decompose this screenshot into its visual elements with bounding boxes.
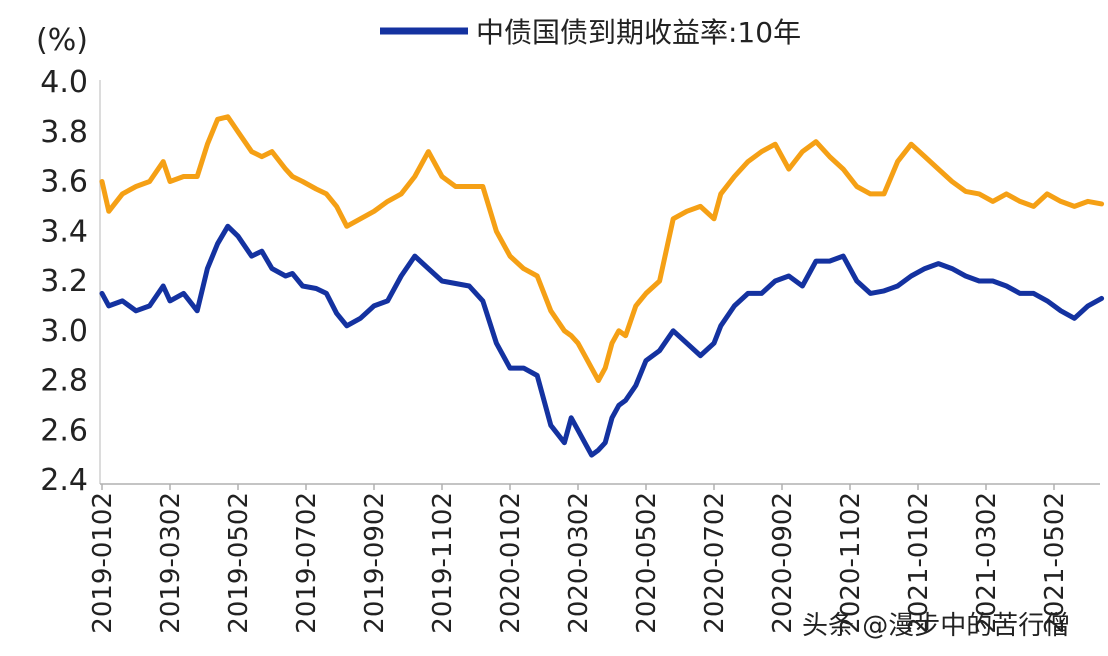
x-tick-label: 2019-0102 <box>88 492 118 634</box>
x-tick-label: 2019-0902 <box>360 492 390 634</box>
watermark-text: 头条 @漫步中的苦行僧 <box>802 611 1070 641</box>
x-tick-label: 2021-0102 <box>904 492 934 634</box>
y-tick-label: 3.2 <box>40 264 88 299</box>
x-tick-label: 2021-0502 <box>1040 492 1070 634</box>
y-tick-label: 3.8 <box>40 115 88 150</box>
y-tick-label: 2.4 <box>40 463 88 498</box>
x-tick-label: 2019-0702 <box>292 492 322 634</box>
legend-label-series-1: 中债国债到期收益率:10年 <box>476 16 801 49</box>
x-tick-label: 2020-0702 <box>700 492 730 634</box>
legend: 中债国债到期收益率:10年 <box>380 16 801 49</box>
y-axis-unit: (%) <box>36 23 88 58</box>
y-tick-label: 2.8 <box>40 364 88 399</box>
y-tick-label: 4.0 <box>40 65 88 100</box>
x-tick-label: 2019-0302 <box>156 492 186 634</box>
x-tick-label: 2020-0302 <box>564 492 594 634</box>
x-tick-label: 2020-0102 <box>496 492 526 634</box>
x-tick-label: 2021-0302 <box>972 492 1002 634</box>
x-tick-label: 2020-1102 <box>836 492 866 634</box>
x-tick-label: 2019-0502 <box>224 492 254 634</box>
x-axis-ticks: 2019-0102 2019-0302 2019-0502 2019-0702 2019… <box>88 484 1070 634</box>
y-tick-label: 3.4 <box>40 214 88 249</box>
y-tick-label: 3.6 <box>40 165 88 200</box>
series-line-10y-yield <box>99 223 1105 458</box>
y-tick-label: 2.6 <box>40 413 88 448</box>
series-layer <box>99 114 1105 458</box>
y-axis-ticks: 4.0 3.8 3.6 3.4 3.2 3.0 2.8 2.6 2.4 <box>40 65 88 498</box>
x-tick-label: 2020-0502 <box>632 492 662 634</box>
series-line-orange <box>99 114 1105 383</box>
y-tick-label: 3.0 <box>40 314 88 349</box>
x-tick-label: 2019-1102 <box>428 492 458 634</box>
x-tick-label: 2020-0902 <box>768 492 798 634</box>
